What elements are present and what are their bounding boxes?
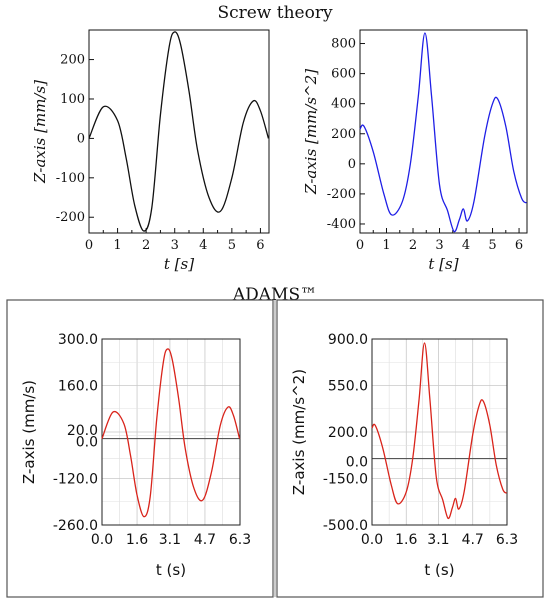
y-tick-label: 0: [77, 131, 85, 146]
adams-left-frame: [6, 299, 274, 598]
x-tick-label: 3.1: [427, 532, 449, 548]
x-tick-label: 1.6: [126, 532, 148, 548]
y-axis-label: Z-axis (mm/s^2): [290, 369, 308, 495]
x-tick-label: 5: [228, 238, 236, 253]
adams-right-frame: [276, 299, 544, 598]
x-tick-label: 3: [171, 238, 179, 253]
plot-frame: [101, 338, 241, 526]
y-tick-label: 200: [331, 127, 356, 142]
y-tick-label: -150.0: [323, 472, 368, 488]
chart-2: 0 1 2 3 4 5 6 -400 -200 0 200 400 600 800 t [s] Z-axis …: [302, 29, 528, 273]
y-tick-label: -120.0: [53, 472, 98, 488]
screw-theory-title: Screw theory: [217, 3, 333, 23]
x-tick-label: 4.7: [194, 532, 216, 548]
x-tick-label: 4: [462, 238, 470, 253]
x-tick-label: 2: [409, 238, 417, 253]
y-tick-label: 300.0: [58, 332, 98, 348]
y-axis-label: Z-axis [mm/s^2]: [302, 69, 320, 195]
series-line: [88, 31, 270, 232]
y-tick-label: 600: [331, 67, 356, 82]
x-axis-label: t (s): [156, 561, 186, 579]
y-tick-label: 800: [331, 37, 356, 52]
x-tick-label: 0: [356, 238, 364, 253]
x-tick-label: 1: [113, 238, 121, 253]
series-line: [371, 342, 508, 520]
y-tick-label: 550.0: [328, 379, 368, 395]
x-tick-label: 0.0: [361, 532, 383, 548]
y-tick-label: -100: [56, 171, 85, 186]
y-tick-label: 200: [60, 53, 85, 68]
y-tick-label: 400: [331, 97, 356, 112]
y-tick-label: -200: [56, 210, 85, 225]
chart-3: 0.0 1.6 3.1 4.7 6.3-260.0-120.00.020.0160.03…: [20, 332, 251, 579]
x-axis-label: t (s): [424, 561, 454, 579]
series-line: [101, 348, 241, 518]
y-tick-label: 20.0: [67, 423, 98, 439]
y-tick-label: -400: [327, 217, 356, 232]
x-axis-label: t [s]: [428, 255, 458, 273]
y-tick-label: -200: [327, 187, 356, 202]
x-tick-label: 3.1: [159, 532, 181, 548]
y-axis-label: Z-axis (mm/s): [20, 380, 38, 484]
x-tick-label: 6.3: [229, 532, 251, 548]
plot-frame: [359, 29, 528, 234]
x-tick-label: 6: [515, 238, 523, 253]
y-tick-label: 0: [348, 157, 356, 172]
x-axis-label: t [s]: [164, 255, 194, 273]
y-tick-label: 160.0: [58, 379, 98, 395]
y-tick-label: -260.0: [53, 518, 98, 534]
x-tick-label: 0: [85, 238, 93, 253]
plot-frame: [88, 29, 270, 234]
x-tick-label: 6.3: [496, 532, 518, 548]
x-tick-label: 3: [435, 238, 443, 253]
y-tick-label: 0.0: [346, 455, 368, 471]
y-tick-label: -500.0: [323, 518, 368, 534]
x-tick-label: 2: [142, 238, 150, 253]
y-tick-label: 0.0: [76, 435, 98, 451]
x-tick-label: 1: [382, 238, 390, 253]
series-line: [359, 32, 527, 233]
plot-frame: [371, 338, 508, 526]
x-tick-label: 4.7: [462, 532, 484, 548]
x-tick-label: 0.0: [91, 532, 113, 548]
y-tick-label: 200.0: [328, 425, 368, 441]
chart-4: 0.0 1.6 3.1 4.7 6.3-500.0-150.00.0200.0550.0…: [290, 332, 518, 579]
y-axis-label: Z-axis [mm/s]: [31, 80, 49, 184]
x-tick-label: 1.6: [395, 532, 417, 548]
y-tick-label: 100: [60, 92, 85, 107]
x-tick-label: 4: [199, 238, 207, 253]
chart-1: 0 1 2 3 4 5 6 -200 -100 0 100 200 t [s] Z-axis [mm/s]: [31, 29, 270, 273]
y-tick-label: 900.0: [328, 332, 368, 348]
x-tick-label: 6: [256, 238, 264, 253]
x-tick-label: 5: [488, 238, 496, 253]
